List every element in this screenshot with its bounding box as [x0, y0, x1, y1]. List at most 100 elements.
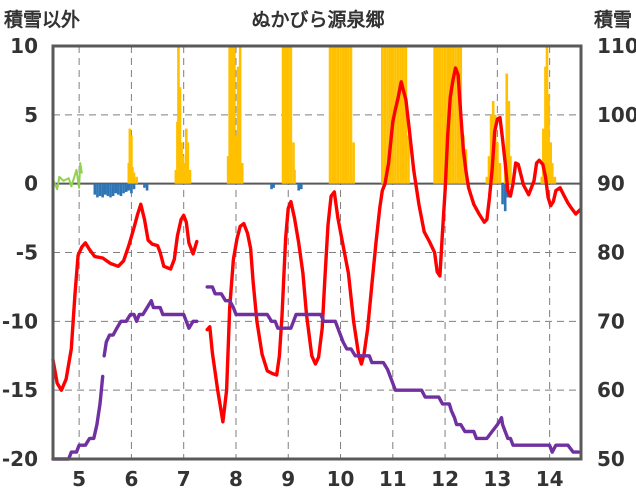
snowfall-bar — [487, 156, 491, 184]
x-tick-label: 10 — [327, 467, 355, 491]
snowfall-bar — [383, 46, 387, 184]
negative_bars-bar — [101, 183, 104, 198]
x-tick-label: 14 — [536, 467, 564, 491]
snowfall-bar — [132, 172, 136, 184]
y-left-tick-label: -5 — [16, 241, 38, 265]
negative_bars-bar — [98, 183, 102, 197]
snowfall-bar — [438, 46, 442, 184]
snowfall-bar — [493, 114, 497, 184]
snowfall-bar — [352, 142, 355, 184]
y-right-tick-label: 60 — [597, 378, 625, 402]
snowfall-bar — [545, 46, 549, 184]
negative_bars-bar — [117, 183, 120, 195]
snowfall-bar — [185, 128, 188, 184]
snowfall-bar — [231, 46, 234, 184]
left-axis-label: 積雪以外 — [4, 8, 80, 31]
snowfall-bar — [386, 46, 389, 184]
snowfall-bar — [236, 66, 240, 184]
snowfall-bar — [281, 46, 285, 184]
snowfall-bar — [341, 46, 345, 184]
snowfall-bar — [174, 169, 178, 184]
x-tick-label: 5 — [72, 467, 86, 491]
line-layer — [51, 66, 582, 461]
snowfall-bar — [509, 156, 512, 184]
snowfall-bar — [401, 46, 405, 184]
snowfall-bar — [238, 46, 242, 184]
wind-line — [52, 162, 83, 191]
negative_bars-bar — [132, 183, 136, 190]
negative_bars-bar — [503, 183, 507, 212]
negative_bars-bar — [119, 183, 123, 197]
snowfall-bar — [226, 156, 230, 184]
snowfall-bar — [553, 176, 557, 184]
y-right-tick-label: 100 — [597, 103, 636, 127]
x-tick-label: 11 — [379, 467, 407, 491]
snowfall-bar — [178, 87, 182, 184]
snowfall-bar — [333, 46, 337, 184]
snowfall-bar — [489, 114, 493, 184]
negative_bars-bar — [143, 183, 146, 188]
chart-title: ぬかびら源泉郷 — [251, 8, 384, 31]
snowfall-bar — [547, 94, 550, 184]
snowfall-bar — [188, 169, 192, 184]
snowfall-bar — [451, 46, 455, 184]
snowfall-bar — [234, 135, 238, 184]
snowfall-bar — [496, 142, 499, 184]
snowfall-bar — [344, 46, 348, 184]
snowfall-bar — [183, 163, 187, 184]
negative_bars-bar — [106, 183, 110, 197]
snowfall-bar — [441, 46, 444, 184]
x-tick-label: 7 — [177, 467, 191, 491]
snowfall-bar — [550, 163, 554, 184]
negative_bars-bar — [272, 183, 275, 188]
negative_bars-bar — [127, 183, 131, 191]
snowfall-bar — [435, 46, 439, 184]
snowfall-bar — [336, 46, 340, 184]
snowfall-bar — [407, 135, 410, 184]
snowfall-bar — [331, 46, 334, 184]
snowfall-bar — [135, 176, 138, 184]
snowfall-bar — [233, 46, 236, 184]
negative_bars-bar — [103, 183, 107, 195]
x-tick-label: 8 — [229, 467, 243, 491]
snowfall-bar — [228, 46, 232, 184]
negative_bars-bar — [501, 183, 504, 205]
snowfall-bar — [240, 163, 244, 184]
snowfall-bar — [128, 128, 132, 184]
snowfall-bar — [454, 46, 457, 184]
x-tick-label: 9 — [281, 467, 295, 491]
negative_bars-bar — [109, 183, 112, 198]
snowfall-bar — [292, 142, 295, 184]
y-left-tick-label: -15 — [2, 378, 38, 402]
negative_bars-bar — [145, 183, 149, 191]
x-tick-label: 12 — [431, 467, 459, 491]
negative_bars-bar — [93, 183, 97, 195]
snowfall-bar — [349, 46, 353, 184]
snowfall-bar — [180, 142, 183, 184]
snowfall-bar — [381, 46, 384, 184]
snowfall-bar — [485, 176, 489, 184]
snowfall-bar — [542, 128, 545, 184]
snowfall-bar — [177, 46, 180, 184]
negative_bars-bar — [122, 183, 125, 194]
negative_bars-bar — [297, 183, 301, 191]
snow_depth-line — [205, 285, 581, 454]
x-tick-label: 6 — [124, 467, 138, 491]
y-left-tick-label: -20 — [2, 447, 38, 471]
snowfall-bar — [328, 46, 332, 184]
snowfall-bar — [130, 135, 133, 184]
temperature-line — [205, 66, 582, 424]
snowfall-bar — [339, 46, 342, 184]
snowfall-bar — [549, 142, 552, 184]
x-tick-label: 13 — [483, 467, 511, 491]
snowfall-bar — [540, 176, 544, 184]
snowfall-bar — [181, 156, 185, 184]
y-left-tick-label: -10 — [2, 309, 38, 333]
y-right-tick-label: 90 — [597, 172, 625, 196]
snowfall-bar — [507, 101, 511, 184]
y-right-tick-label: 50 — [597, 447, 625, 471]
negative_bars-bar — [96, 183, 99, 198]
snowfall-bar — [284, 46, 288, 184]
